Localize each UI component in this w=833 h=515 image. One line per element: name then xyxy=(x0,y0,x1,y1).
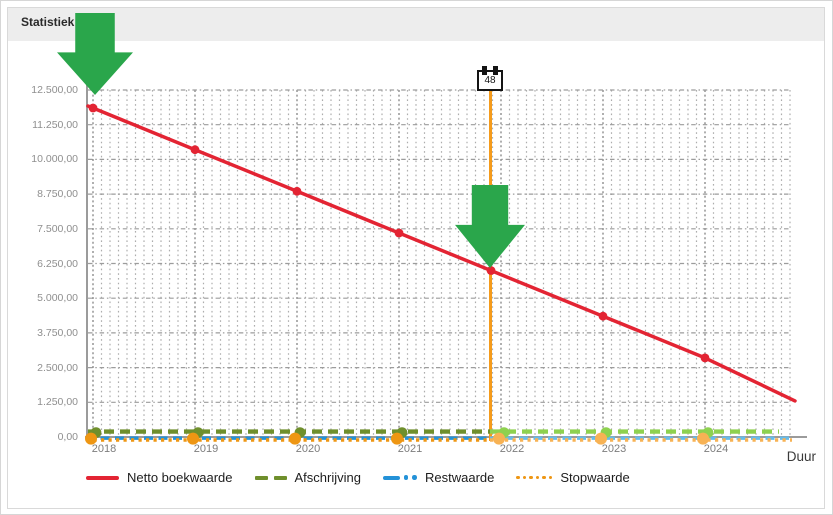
legend-label: Netto boekwaarde xyxy=(127,470,233,485)
legend-item-afschrijving: Afschrijving xyxy=(254,470,361,485)
x-axis-tick-label: 2024 xyxy=(703,443,729,455)
y-axis-tick-label: 8.750,00 xyxy=(37,188,78,201)
legend-label: Restwaarde xyxy=(424,470,495,485)
legend-label: Stopwaarde xyxy=(560,470,630,485)
y-axis-tick-label: 3.750,00 xyxy=(37,326,78,339)
y-axis-tick-label: 12.500,00 xyxy=(31,84,78,96)
chart-legend: Netto boekwaarde Afschrijving Restwaarde… xyxy=(86,470,630,485)
x-axis-title: Duur xyxy=(786,449,816,464)
x-axis-tick-label: 2020 xyxy=(295,443,321,455)
x-axis-tick-label: 2021 xyxy=(397,443,423,455)
calendar-ring-icon xyxy=(493,66,498,75)
legend-label: Afschrijving xyxy=(294,470,361,485)
legend-item-netto-boekwaarde: Netto boekwaarde xyxy=(86,470,233,485)
y-axis-line xyxy=(86,76,88,438)
x-axis-tick-label: 2022 xyxy=(499,443,525,455)
panel-header xyxy=(8,8,824,41)
y-axis-tick-label: 2.500,00 xyxy=(37,361,78,374)
legend-item-stopwaarde: Stopwaarde xyxy=(516,470,630,485)
y-axis-tick-label: 0,00 xyxy=(57,431,78,443)
x-axis-tick-label: 2023 xyxy=(601,443,627,455)
panel-title: Statistiek xyxy=(21,15,75,29)
legend-swatch-netto-boekwaarde xyxy=(86,475,119,480)
legend-swatch-stopwaarde xyxy=(516,475,553,480)
legend-swatch-restwaarde xyxy=(382,475,417,480)
calendar-icon: 48 xyxy=(477,70,503,91)
x-axis-tick-label: 2019 xyxy=(193,443,219,455)
y-axis-tick-label: 6.250,00 xyxy=(37,257,78,270)
current-period-marker: 48 xyxy=(477,66,503,93)
y-axis-tick-label: 7.500,00 xyxy=(37,222,78,235)
legend-item-restwaarde: Restwaarde xyxy=(382,470,495,485)
x-axis-tick-label: 2018 xyxy=(91,443,117,455)
y-axis-tick-label: 1.250,00 xyxy=(37,396,78,409)
legend-swatch-afschrijving xyxy=(254,475,287,480)
current-period-value: 48 xyxy=(484,75,496,86)
y-axis-tick-label: 5.000,00 xyxy=(37,292,78,305)
y-axis-tick-label: 11.250,00 xyxy=(32,118,78,131)
y-axis-tick-label: 10.000,00 xyxy=(31,153,78,166)
calendar-ring-icon xyxy=(482,66,487,75)
x-axis-line xyxy=(85,436,807,438)
